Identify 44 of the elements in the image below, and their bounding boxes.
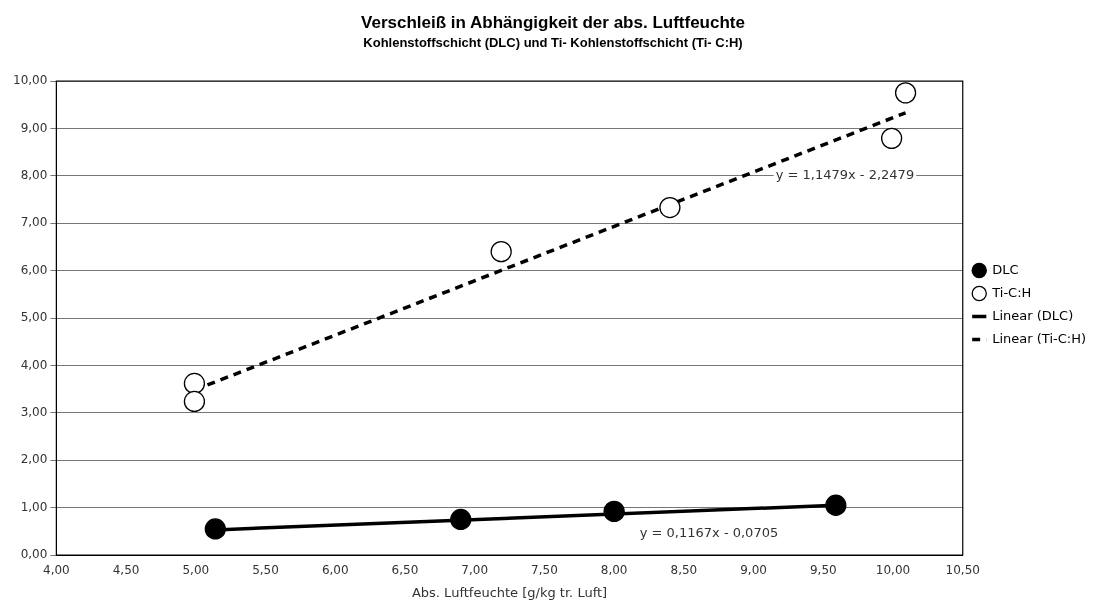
y-tick-label: 3,00	[20, 404, 48, 419]
y-tick-label: 8,00	[20, 167, 48, 182]
chart-subtitle: Kohlenstoffschicht (DLC) und Ti- Kohlenstoffschicht (Ti- C:H)	[363, 34, 743, 50]
legend-label: Linear (DLC)	[992, 307, 1074, 323]
x-tick-label: 7,00	[461, 563, 489, 578]
x-tick-label: 8,00	[600, 563, 628, 578]
legend-label: DLC	[992, 261, 1019, 277]
y-tick-label: 0,00	[20, 547, 48, 562]
point	[490, 240, 512, 263]
point	[894, 82, 917, 104]
y-tick-label: 9,00	[20, 120, 48, 135]
legend-label: Linear (Ti-C:H)	[992, 330, 1087, 346]
chart-title: Verschleiß in Abhängigkeit der abs. Luftfeuchte	[361, 12, 745, 32]
point	[183, 390, 206, 413]
y-tick-label: 6,00	[20, 262, 48, 277]
x-tick-label: 9,00	[740, 563, 767, 578]
x-tick-label: 4,50	[112, 563, 140, 578]
annotation: y = 0,1167x - 0,0705	[639, 525, 779, 541]
x-tick-label: 6,00	[321, 563, 349, 578]
x-tick-label: 4,00	[42, 563, 70, 578]
point	[603, 500, 625, 523]
x-tick-label: 10,00	[875, 563, 911, 578]
point	[880, 127, 903, 149]
x-tick-label: 5,50	[252, 563, 279, 578]
y-tick-label: 4,00	[20, 357, 48, 372]
point	[204, 518, 226, 540]
x-tick-label: 9,50	[809, 563, 837, 578]
x-tick-label: 10,50	[945, 563, 980, 578]
annotation: y = 1,1479x - 2,2479	[775, 167, 915, 183]
point	[183, 372, 206, 395]
y-tick-label: 7,00	[20, 215, 48, 230]
x-tick-label: 8,50	[670, 563, 698, 578]
point	[825, 494, 847, 516]
y-tick-label: 10,00	[12, 73, 48, 88]
y-tick-label: 2,00	[20, 452, 48, 467]
y-tick-label: 1,00	[20, 499, 48, 514]
x-tick-label: 7,50	[531, 563, 558, 578]
x-axis-title: Abs. Luftfeuchte [g/kg tr. Luft]	[411, 584, 608, 600]
legend-label: Ti-C:H	[991, 284, 1032, 300]
point	[659, 196, 681, 219]
point	[450, 508, 472, 531]
y-tick-label: 5,00	[20, 310, 48, 325]
x-tick-label: 5,00	[182, 563, 210, 578]
x-tick-label: 6,50	[391, 563, 419, 578]
